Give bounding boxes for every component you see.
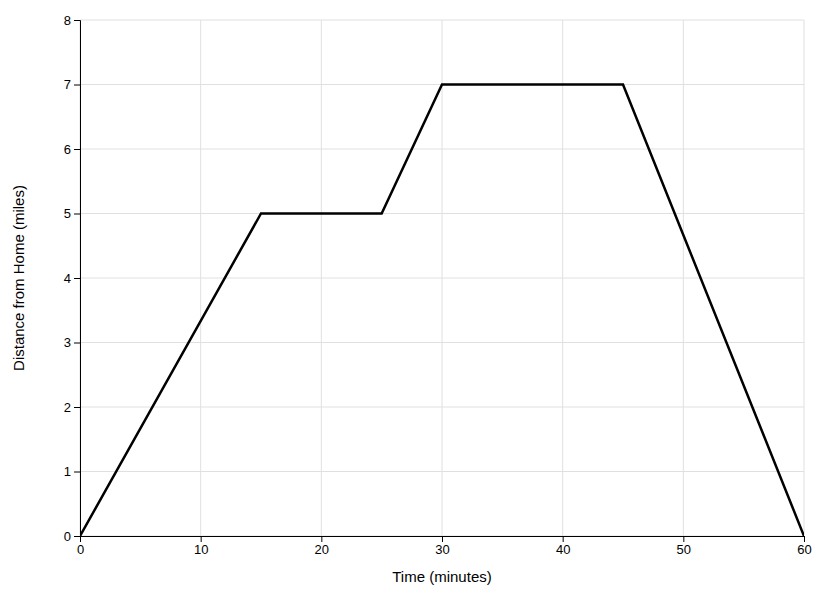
x-tick-mark <box>321 536 322 542</box>
y-tick-label: 3 <box>64 335 71 350</box>
x-tick-mark <box>563 536 564 542</box>
y-tick-label: 1 <box>64 464 71 479</box>
x-axis-line <box>81 537 805 543</box>
y-tick: 7 <box>64 77 80 92</box>
y-tick-mark <box>74 472 80 473</box>
y-axis-title: Distance from Home (miles) <box>10 185 27 371</box>
x-axis: 0 10 20 30 40 50 60 <box>77 536 812 557</box>
grid <box>80 20 804 536</box>
y-grid-line <box>80 213 804 214</box>
y-grid-line <box>80 407 804 408</box>
x-tick: 60 <box>797 536 811 557</box>
y-grid-line <box>80 471 804 472</box>
y-tick-mark <box>74 149 80 150</box>
y-grid-line <box>80 20 804 21</box>
x-tick-mark <box>442 536 443 542</box>
y-tick-mark <box>74 85 80 86</box>
y-tick-label: 4 <box>64 271 71 286</box>
y-tick: 1 <box>64 464 80 479</box>
x-tick-label: 60 <box>797 542 811 557</box>
y-tick-mark <box>74 20 80 21</box>
y-tick-label: 5 <box>64 206 71 221</box>
x-tick: 0 <box>77 536 84 557</box>
y-tick-label: 2 <box>64 400 71 415</box>
y-tick: 6 <box>64 142 80 157</box>
x-tick-label: 0 <box>77 542 84 557</box>
y-tick: 8 <box>64 13 80 28</box>
y-tick-label: 8 <box>64 13 71 28</box>
y-tick: 0 <box>64 529 80 544</box>
x-tick: 30 <box>435 536 449 557</box>
y-tick: 3 <box>64 335 80 350</box>
y-tick: 2 <box>64 400 80 415</box>
x-tick: 20 <box>315 536 329 557</box>
x-tick: 40 <box>556 536 570 557</box>
y-axis: 0 1 2 3 4 5 6 7 8 <box>64 13 81 544</box>
y-grid-line <box>80 278 804 279</box>
x-tick: 50 <box>677 536 691 557</box>
x-tick-label: 30 <box>435 542 449 557</box>
line <box>80 85 804 537</box>
y-tick-label: 0 <box>64 529 71 544</box>
x-tick-label: 50 <box>677 542 691 557</box>
y-tick: 5 <box>64 206 80 221</box>
x-tick-label: 10 <box>194 542 208 557</box>
y-tick: 4 <box>64 271 80 286</box>
y-tick-mark <box>74 214 80 215</box>
x-tick-label: 40 <box>556 542 570 557</box>
y-tick-label: 6 <box>64 142 71 157</box>
x-tick: 10 <box>194 536 208 557</box>
plot-area <box>80 85 804 537</box>
x-tick-label: 20 <box>315 542 329 557</box>
y-tick-label: 7 <box>64 77 71 92</box>
chart: 0 10 20 30 40 50 60 0 1 2 3 4 5 6 7 8 Time (minutes) Dist… <box>0 0 834 598</box>
y-tick-mark <box>74 278 80 279</box>
y-tick-mark <box>74 343 80 344</box>
y-tick-mark <box>74 536 80 537</box>
y-grid-line <box>80 149 804 150</box>
x-tick-mark <box>201 536 202 542</box>
x-axis-title: Time (minutes) <box>392 568 491 585</box>
y-tick-mark <box>74 407 80 408</box>
y-axis-line <box>74 21 81 537</box>
x-tick-mark <box>804 536 805 542</box>
x-tick-mark <box>683 536 684 542</box>
